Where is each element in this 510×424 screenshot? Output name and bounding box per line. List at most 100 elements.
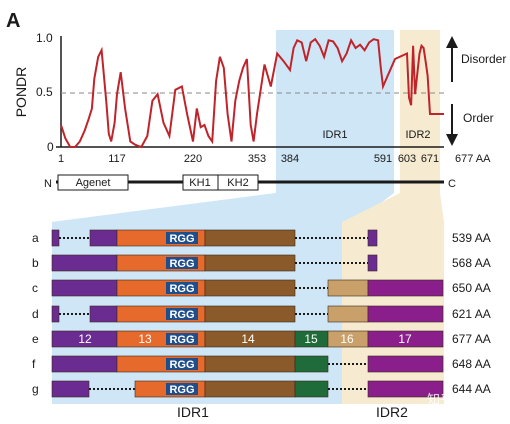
x-tick-591: 591	[374, 153, 392, 165]
x-tick-117: 117	[108, 153, 126, 165]
y-tick-1: 1.0	[36, 31, 53, 45]
panel-label: A	[6, 10, 20, 32]
isoform-row-g: g RGG 644 AA	[32, 380, 491, 398]
isoform-row-c: c RGG 650 AA	[32, 279, 491, 297]
idr2-bottom-label: IDR2	[376, 404, 408, 420]
exon-label: 17	[398, 332, 412, 346]
rgg-box	[166, 333, 198, 345]
x-tick-671: 671	[421, 153, 439, 165]
agenet-domain	[57, 174, 129, 191]
rgg-label: RGG	[169, 309, 194, 321]
order-label: Order	[463, 111, 494, 125]
x-tick-603: 603	[398, 153, 416, 165]
brown-segment	[204, 305, 296, 323]
purple-segment	[51, 279, 118, 297]
idr1-bottom-label: IDR1	[177, 404, 209, 420]
exon-label: 15	[304, 332, 318, 346]
purple-segment	[51, 229, 60, 247]
x-tick-1: 1	[58, 153, 64, 165]
isoform-letter: b	[32, 256, 39, 270]
y-tick-0: 0	[47, 140, 54, 154]
exon-label: 13	[138, 332, 152, 346]
rgg-label: RGG	[169, 334, 194, 346]
magenta-segment	[367, 355, 444, 373]
rgg-box	[166, 358, 198, 370]
disorder-series-line	[60, 37, 444, 149]
x-tick-677: 677 AA	[455, 153, 491, 165]
disorder-arrow-head	[446, 36, 458, 48]
rgg-box	[166, 383, 198, 395]
rgg-label: RGG	[169, 258, 194, 270]
rgg-box	[166, 282, 198, 294]
isoform-size: 539 AA	[452, 231, 491, 245]
c-terminus-label: C	[448, 178, 456, 190]
isoform-letter: c	[32, 281, 38, 295]
isoform-letter: e	[32, 332, 39, 346]
magenta-segment	[367, 330, 444, 348]
kh2-domain	[217, 174, 259, 191]
purple-segment	[51, 254, 118, 272]
rgg-label: RGG	[169, 233, 194, 245]
isoform-row-a: a RGG 539 AA	[32, 229, 491, 247]
isoform-size: 648 AA	[452, 357, 491, 371]
x-tick-353: 353	[248, 153, 266, 165]
isoform-size: 621 AA	[452, 307, 491, 321]
n-terminus-label: N	[44, 178, 52, 190]
brown-segment	[204, 229, 296, 247]
disorder-label: Disorder	[461, 52, 506, 66]
isoform-row-d: d RGG 621 AA	[32, 305, 491, 323]
kh1-domain-label: KH1	[189, 177, 210, 189]
isoform-rows: a RGG 539 AA b RGG 568 AA c RGG 650 AA d RGG 621 AA…	[32, 229, 491, 398]
brown-segment	[204, 355, 296, 373]
isoform-letter: f	[32, 357, 36, 371]
isoform-size: 650 AA	[452, 281, 491, 295]
purple-segment	[367, 254, 378, 272]
idr2-plot-label: IDR2	[405, 129, 430, 141]
isoform-row-b: b RGG 568 AA	[32, 254, 491, 272]
brown-segment	[204, 380, 296, 398]
purple-segment	[51, 380, 90, 398]
agenet-domain-label: Agenet	[76, 177, 111, 189]
rgg-box	[166, 308, 198, 320]
purple-segment	[367, 229, 378, 247]
idr1-funnel	[52, 193, 394, 222]
isoform-size: 677 AA	[452, 332, 491, 346]
y-tick-05: 0.5	[36, 85, 53, 99]
purple-segment	[51, 355, 118, 373]
magenta-segment	[367, 305, 444, 323]
isoform-letter: d	[32, 307, 39, 321]
isoform-row-f: f RGG 648 AA	[32, 355, 491, 373]
brown-segment	[204, 279, 296, 297]
tan-segment	[327, 279, 369, 297]
brown-segment	[204, 254, 296, 272]
x-tick-384: 384	[281, 153, 299, 165]
idr1-plot-label: IDR1	[322, 129, 347, 141]
isoform-letter: g	[32, 382, 39, 396]
rgg-label: RGG	[169, 359, 194, 371]
rgg-label: RGG	[169, 283, 194, 295]
isoform-size: 568 AA	[452, 256, 491, 270]
tan-segment	[327, 305, 369, 323]
exon-label: 16	[340, 332, 354, 346]
idr2-funnel	[342, 193, 444, 222]
green-segment	[294, 380, 329, 398]
order-arrow-head	[446, 134, 458, 146]
magenta-segment	[367, 279, 444, 297]
purple-segment	[51, 305, 60, 323]
watermark: 知乎 @Ivy	[427, 392, 490, 408]
isoform-row-e: e RGG 12 13 14 15 16 17 677 AA	[32, 330, 491, 348]
kh2-domain-label: KH2	[227, 177, 248, 189]
rgg-box	[166, 257, 198, 269]
y-axis-title: PONDR	[13, 67, 29, 118]
rgg-box	[166, 232, 198, 244]
idr1-top-band	[276, 30, 394, 193]
exon-label: 12	[78, 332, 92, 346]
purple-segment	[89, 305, 118, 323]
rgg-label: RGG	[169, 384, 194, 396]
green-segment	[294, 355, 329, 373]
isoform-size: 644 AA	[452, 382, 491, 396]
purple-segment	[89, 229, 118, 247]
isoform-letter: a	[32, 231, 39, 245]
exon-label: 14	[241, 332, 255, 346]
